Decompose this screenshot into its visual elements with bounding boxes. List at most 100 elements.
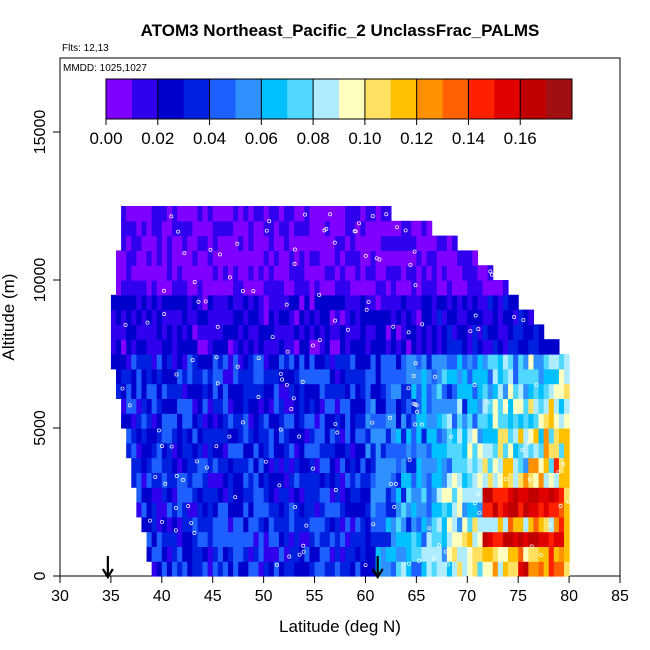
heatmap-cell — [258, 502, 265, 518]
heatmap-cell — [172, 502, 178, 518]
heatmap-cell — [126, 280, 132, 296]
heatmap-cell — [426, 220, 433, 237]
heatmap-cell — [396, 516, 402, 533]
heatmap-cell — [228, 472, 234, 488]
heatmap-cell — [492, 531, 499, 547]
colorbar-segment — [313, 79, 340, 119]
heatmap-cell — [462, 354, 468, 370]
heatmap-cell — [446, 324, 453, 340]
heatmap-cell — [502, 354, 509, 370]
heatmap-cell — [334, 487, 341, 503]
heatmap-cell — [294, 487, 300, 503]
heatmap-cell — [289, 324, 295, 340]
heatmap-cell — [324, 428, 331, 444]
heatmap-cell — [309, 531, 316, 547]
heatmap-cell — [273, 442, 280, 459]
heatmap-cell — [294, 309, 300, 325]
heatmap-cell — [548, 354, 555, 370]
heatmap-cell — [273, 324, 280, 340]
heatmap-cell — [207, 457, 214, 473]
heatmap-cell — [197, 428, 204, 444]
heatmap-cell — [304, 398, 311, 414]
heatmap-cell — [421, 250, 428, 266]
heatmap-cell — [502, 472, 509, 488]
heatmap-cell — [207, 309, 214, 325]
sample-point — [317, 292, 322, 297]
heatmap-cell — [273, 294, 280, 311]
heatmap-cell — [452, 413, 458, 429]
heatmap-cell — [406, 561, 412, 577]
heatmap-cell — [492, 428, 499, 444]
heatmap-cell — [253, 561, 260, 577]
heatmap-cell — [340, 428, 346, 444]
heatmap-cell — [284, 354, 290, 370]
sample-point — [264, 228, 269, 233]
heatmap-cell — [462, 280, 468, 296]
heatmap-cell — [508, 487, 514, 503]
heatmap-cell — [350, 502, 356, 518]
sample-point — [408, 262, 413, 267]
heatmap-cell — [431, 561, 438, 577]
heatmap-cell — [396, 561, 402, 577]
heatmap-cell — [202, 280, 209, 296]
heatmap-cell — [467, 354, 473, 370]
x-tick-label: 30 — [51, 588, 69, 605]
heatmap-cell — [228, 457, 234, 473]
sample-point — [214, 444, 219, 449]
heatmap-cell — [406, 442, 412, 459]
heatmap-cell — [309, 294, 316, 311]
heatmap-cell — [314, 413, 321, 429]
heatmap-cell — [228, 398, 234, 414]
heatmap-cell — [462, 398, 468, 414]
colorbar-segment — [546, 79, 573, 119]
heatmap-cell — [131, 413, 137, 429]
sample-point — [371, 522, 376, 527]
heatmap-cell — [166, 324, 173, 340]
heatmap-cell — [253, 354, 260, 370]
heatmap-cell — [233, 546, 239, 562]
heatmap-cell — [289, 442, 295, 459]
heatmap-cell — [146, 383, 153, 399]
heatmap-cell — [172, 265, 178, 281]
heatmap-cell — [151, 368, 158, 385]
heatmap-cell — [299, 324, 305, 340]
heatmap-cell — [177, 472, 183, 488]
heatmap-cell — [177, 428, 183, 444]
heatmap-cell — [172, 339, 178, 355]
heatmap-cell — [177, 294, 183, 311]
heatmap-cell — [411, 472, 417, 488]
heatmap-cell — [502, 324, 509, 340]
heatmap-cell — [284, 428, 290, 444]
heatmap-cell — [222, 280, 229, 296]
heatmap-cell — [396, 235, 402, 251]
heatmap-cell — [197, 487, 204, 503]
heatmap-cell — [131, 324, 137, 340]
heatmap-cell — [182, 457, 188, 473]
heatmap-cell — [238, 294, 244, 311]
heatmap-cell — [243, 398, 249, 414]
heatmap-cell — [253, 487, 260, 503]
heatmap-cell — [131, 383, 137, 399]
heatmap-cell — [390, 428, 397, 444]
heatmap-cell — [365, 324, 372, 340]
heatmap-cell — [436, 398, 443, 414]
heatmap-cell — [436, 442, 443, 459]
heatmap-cell — [462, 265, 468, 281]
heatmap-cell — [340, 561, 346, 577]
heatmap-cell — [294, 561, 300, 577]
heatmap-cell — [380, 398, 387, 414]
heatmap-cell — [136, 442, 143, 459]
heatmap-cell — [543, 383, 550, 399]
heatmap-cell — [182, 339, 188, 355]
heatmap-cell — [334, 235, 341, 251]
heatmap-cell — [513, 457, 519, 473]
heatmap-cell — [497, 354, 504, 370]
heatmap-cell — [436, 354, 443, 370]
heatmap-cell — [329, 309, 336, 325]
heatmap-cell — [360, 442, 367, 459]
heatmap-cell — [421, 398, 428, 414]
heatmap-cell — [411, 339, 417, 355]
heatmap-cell — [161, 561, 168, 577]
heatmap-cell — [324, 487, 331, 503]
heatmap-cell — [161, 309, 168, 325]
